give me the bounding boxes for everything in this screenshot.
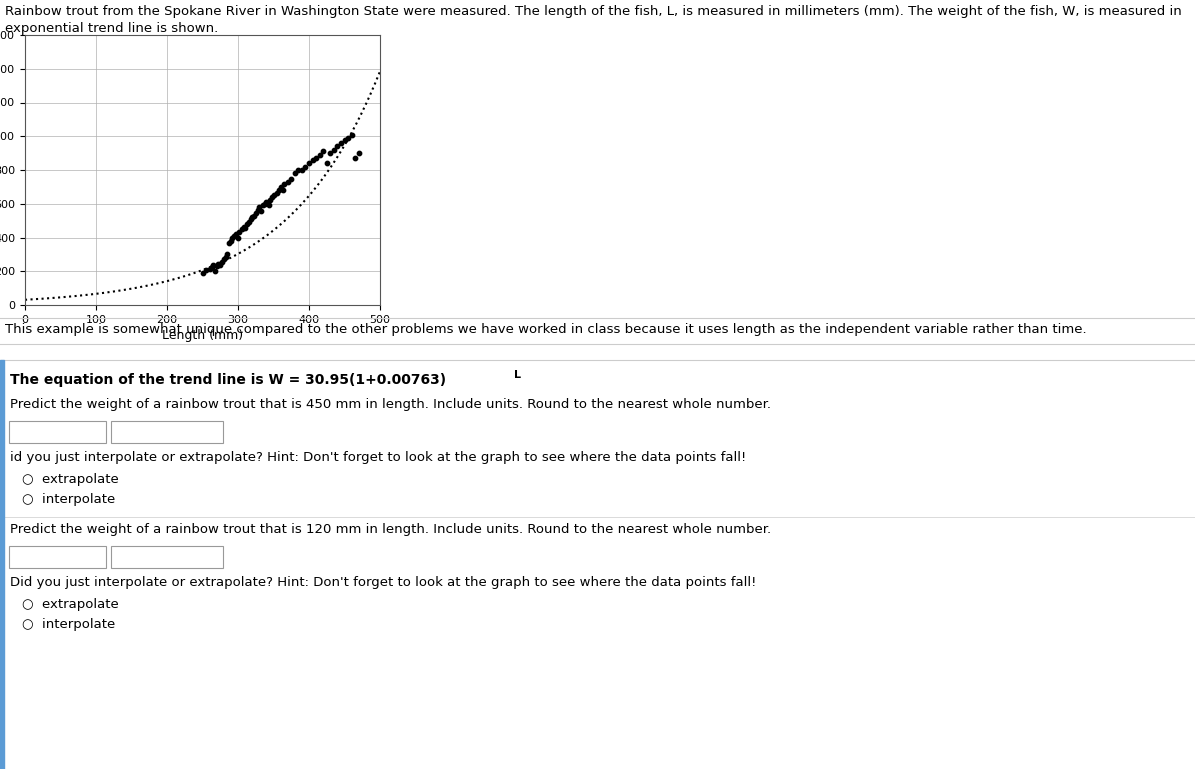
- Point: [253, 199, 272, 211]
- Point: [250, 201, 269, 213]
- Point: [271, 181, 290, 193]
- Point: [214, 253, 233, 265]
- Point: [238, 218, 257, 230]
- Text: ○  interpolate: ○ interpolate: [22, 618, 115, 631]
- Point: [296, 161, 315, 173]
- Point: [207, 260, 226, 272]
- Point: [216, 251, 235, 263]
- Point: [335, 134, 354, 146]
- Point: [282, 173, 301, 185]
- Point: [304, 154, 323, 166]
- Point: [249, 204, 268, 216]
- Point: [310, 148, 329, 161]
- Point: [192, 267, 212, 279]
- Point: [234, 221, 253, 234]
- Point: [259, 199, 278, 211]
- Point: [349, 147, 368, 159]
- Point: [317, 157, 336, 169]
- Text: ---Select---  ▾: ---Select--- ▾: [116, 551, 192, 564]
- Point: [261, 195, 280, 207]
- Point: [228, 231, 247, 244]
- Point: [252, 205, 271, 217]
- Point: [307, 152, 326, 165]
- Point: [221, 235, 240, 247]
- Text: ○  extrapolate: ○ extrapolate: [22, 473, 118, 486]
- Point: [229, 226, 249, 238]
- Point: [256, 198, 275, 210]
- Point: [263, 191, 282, 203]
- Point: [342, 128, 361, 141]
- Point: [293, 164, 312, 176]
- FancyBboxPatch shape: [10, 546, 106, 568]
- X-axis label: Length (mm): Length (mm): [163, 329, 243, 342]
- Point: [222, 232, 241, 245]
- Point: [220, 236, 239, 248]
- Point: [324, 144, 343, 156]
- Text: This example is somewhat unique compared to the other problems we have worked in: This example is somewhat unique compared…: [5, 323, 1086, 336]
- Text: Rainbow trout from the Spokane River in Washington State were measured. The leng: Rainbow trout from the Spokane River in …: [5, 5, 1182, 18]
- Text: ○  extrapolate: ○ extrapolate: [22, 598, 118, 611]
- Point: [345, 152, 364, 165]
- FancyBboxPatch shape: [111, 421, 223, 443]
- FancyBboxPatch shape: [111, 546, 223, 568]
- Point: [202, 261, 221, 273]
- Point: [226, 228, 245, 240]
- Text: L: L: [514, 370, 521, 380]
- Point: [270, 184, 289, 196]
- Point: [246, 207, 265, 219]
- Text: The equation of the trend line is W = 30.95(1+0.00763): The equation of the trend line is W = 30…: [10, 373, 446, 387]
- Point: [239, 216, 258, 228]
- Point: [289, 164, 308, 176]
- Text: ○  interpolate: ○ interpolate: [22, 493, 115, 506]
- Point: [196, 264, 215, 276]
- Point: [275, 178, 294, 190]
- Point: [210, 259, 229, 271]
- Point: [245, 209, 264, 221]
- Text: exponential trend line is shown.: exponential trend line is shown.: [5, 22, 219, 35]
- Point: [203, 258, 222, 271]
- Point: [217, 248, 237, 261]
- Point: [257, 196, 276, 208]
- Text: Predict the weight of a rainbow trout that is 120 mm in length. Include units. R: Predict the weight of a rainbow trout th…: [10, 523, 771, 536]
- Point: [200, 262, 219, 275]
- Point: [209, 258, 228, 270]
- Point: [286, 167, 305, 179]
- Point: [278, 175, 298, 188]
- Point: [320, 147, 339, 159]
- Point: [338, 131, 357, 144]
- Point: [232, 223, 251, 235]
- Point: [331, 137, 350, 149]
- Point: [225, 230, 244, 242]
- Point: [274, 184, 293, 196]
- Text: Did you just interpolate or extrapolate? Hint: Don't forget to look at the graph: Did you just interpolate or extrapolate?…: [10, 576, 756, 589]
- FancyBboxPatch shape: [10, 421, 106, 443]
- Point: [213, 256, 232, 268]
- Text: id you just interpolate or extrapolate? Hint: Don't forget to look at the graph : id you just interpolate or extrapolate? …: [10, 451, 746, 464]
- Bar: [0, 360, 4, 769]
- Point: [268, 187, 287, 199]
- Point: [235, 222, 255, 235]
- Point: [264, 189, 283, 201]
- Text: ---Select---  ▾: ---Select--- ▾: [116, 425, 192, 438]
- Text: Predict the weight of a rainbow trout that is 450 mm in length. Include units. R: Predict the weight of a rainbow trout th…: [10, 398, 771, 411]
- Point: [300, 157, 319, 169]
- Point: [327, 140, 347, 152]
- Point: [313, 145, 332, 158]
- Point: [243, 211, 262, 224]
- Point: [206, 265, 225, 278]
- Point: [241, 213, 261, 225]
